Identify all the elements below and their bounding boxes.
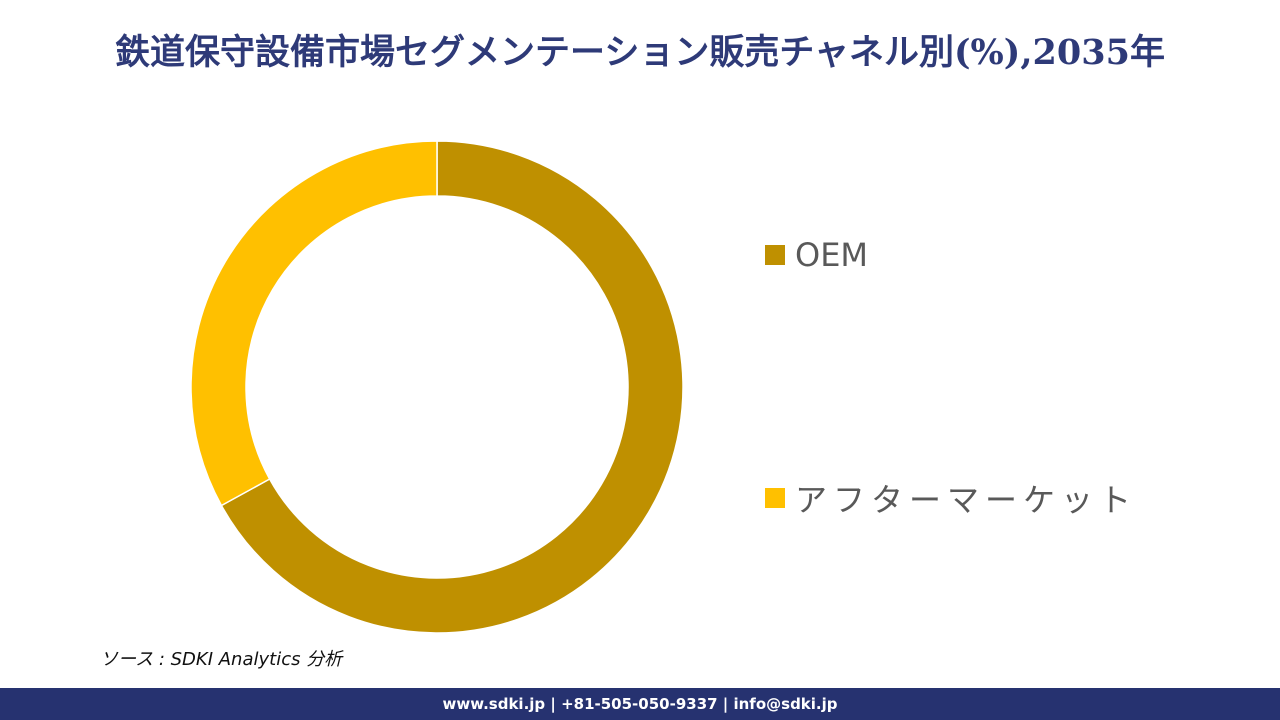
donut-slice-oem: [220, 140, 684, 634]
footer-bar: www.sdki.jp | +81-505-050-9337 | info@sd…: [0, 688, 1280, 720]
legend-label-oem: OEM: [795, 236, 869, 274]
legend-item-aftermarket: アフターマーケット: [765, 475, 1137, 521]
footer-contact: www.sdki.jp | +81-505-050-9337 | info@sd…: [442, 695, 838, 713]
legend-item-oem: OEM: [765, 236, 868, 274]
legend-swatch-oem: [765, 245, 785, 265]
source-note: ソース : SDKI Analytics 分析: [100, 649, 343, 670]
legend-label-aftermarket: アフターマーケット: [795, 481, 1138, 519]
donut-chart: [190, 140, 684, 634]
donut-slice-aftermarket: [190, 140, 438, 507]
legend-swatch-aftermarket: [765, 488, 785, 508]
chart-title: 鉄道保守設備市場セグメンテーション販売チャネル別(%),2035年: [115, 32, 1165, 73]
